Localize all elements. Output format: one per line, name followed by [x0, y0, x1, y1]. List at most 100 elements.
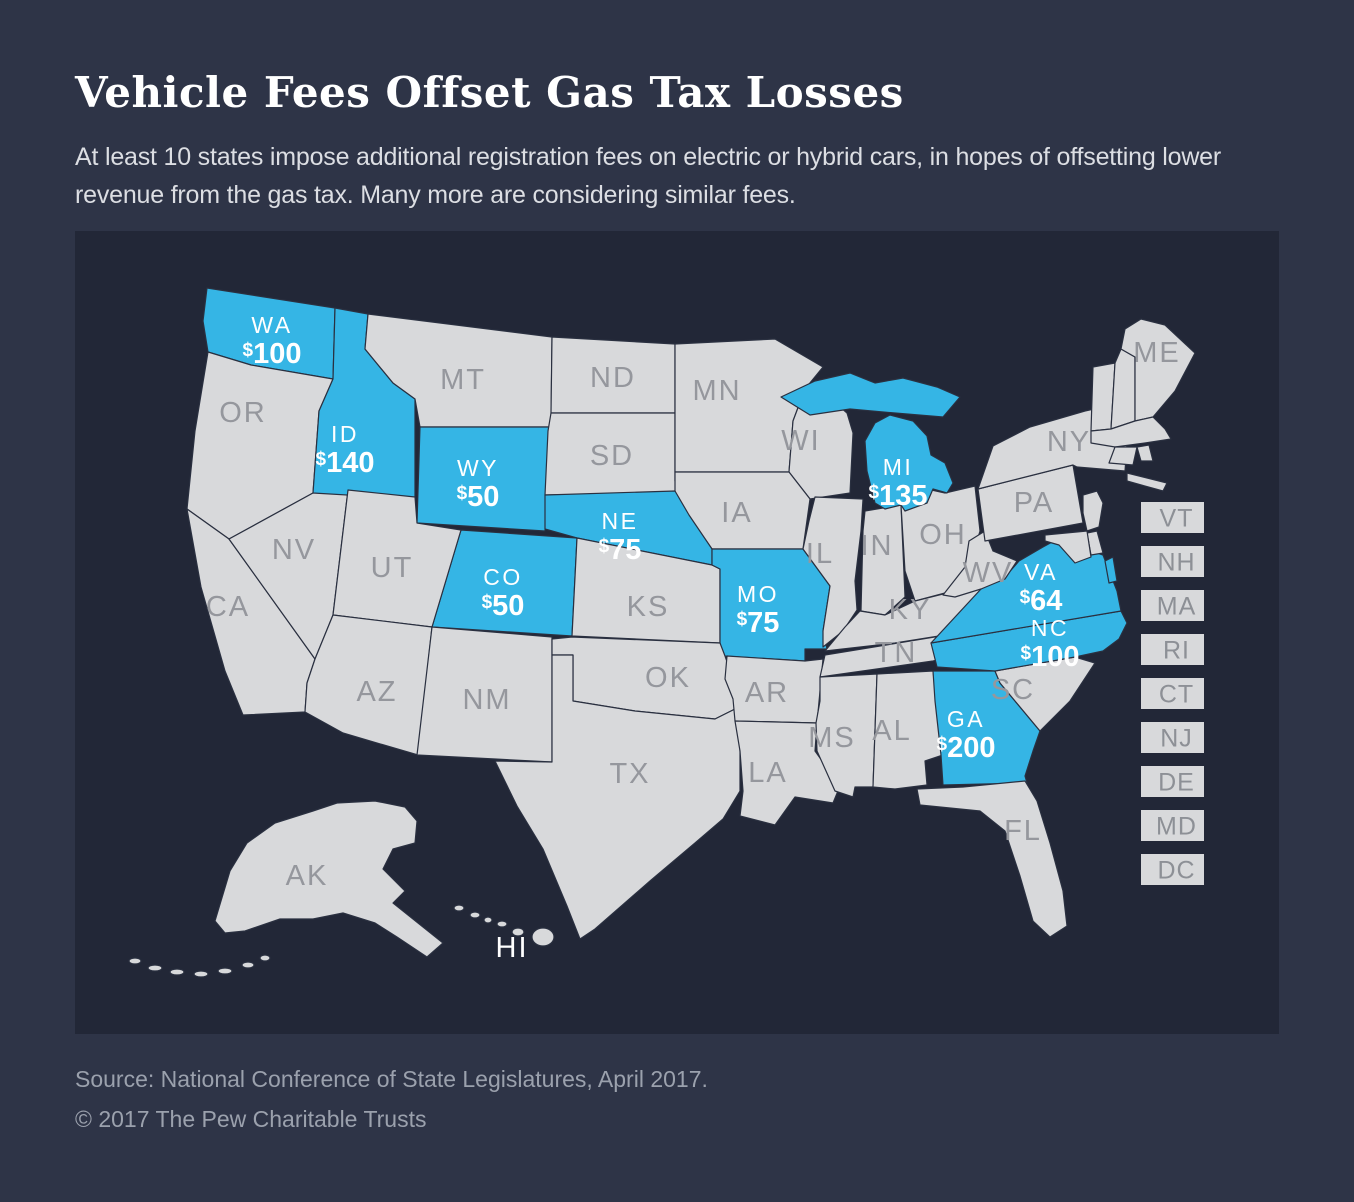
state-label-ms: MS [808, 722, 856, 754]
state-label-fl: FL [1004, 815, 1042, 847]
side-state-label-dc: DC [1157, 857, 1195, 885]
state-label-nd: ND [590, 362, 636, 394]
fee-state-label-mi: MI [883, 454, 914, 480]
fee-amount-co: $50 [482, 590, 525, 622]
fee-amount-wy: $50 [457, 481, 500, 513]
fee-state-label-ne: NE [602, 508, 639, 534]
state-label-al: AL [872, 715, 911, 747]
fee-state-label-wa: WA [251, 312, 292, 338]
state-shape-ma [1090, 416, 1172, 448]
state-label-wv: WV [963, 557, 1014, 589]
fee-amount-mo: $75 [737, 607, 780, 639]
state-label-sc: SC [991, 674, 1035, 706]
state-shape-md [1044, 530, 1092, 564]
island-1 [147, 964, 163, 972]
island-11 [511, 927, 525, 937]
side-state-box-ri [1141, 634, 1204, 665]
state-shape-li [1126, 472, 1168, 492]
state-shape-mi2 [864, 414, 954, 512]
state-label-la: LA [748, 757, 787, 789]
side-state-box-de [1141, 766, 1204, 797]
island-2 [169, 968, 185, 976]
copyright-note: © 2017 The Pew Charitable Trusts [75, 1106, 427, 1132]
state-shape-la [734, 720, 841, 826]
side-state-label-nh: NH [1157, 549, 1195, 577]
side-state-box-vt [1141, 502, 1204, 533]
fee-state-label-co: CO [483, 564, 523, 590]
state-label-ar: AR [745, 677, 789, 709]
fee-amount-nc: $100 [1021, 641, 1080, 673]
state-shape-nj [1082, 490, 1104, 532]
island-8 [469, 911, 481, 919]
fee-state-label-wy: WY [457, 455, 499, 481]
state-label-ks: KS [627, 591, 670, 623]
side-state-box-md [1141, 810, 1204, 841]
island-10 [496, 920, 508, 928]
island-4 [217, 967, 233, 975]
side-state-label-de: DE [1158, 769, 1195, 797]
state-shape-nm [416, 626, 553, 763]
fee-amount-wa: $100 [243, 338, 302, 370]
fee-amount-ne: $75 [599, 534, 642, 566]
state-shape-tx [494, 654, 741, 940]
fee-amount-id: $140 [316, 447, 375, 479]
side-state-box-dc [1141, 854, 1204, 885]
state-shape-sc [994, 656, 1096, 732]
state-label-wi: WI [781, 425, 820, 457]
state-label-sd: SD [590, 440, 634, 472]
state-shape-nh [1110, 348, 1136, 430]
state-label-tn: TN [875, 637, 918, 669]
state-label-ia: IA [721, 497, 752, 529]
state-label-mt: MT [440, 364, 486, 396]
side-state-label-nj: NJ [1160, 725, 1193, 753]
fee-amount-ga: $200 [937, 732, 996, 764]
fee-state-label-mo: MO [737, 581, 779, 607]
state-shape-ak [214, 800, 444, 958]
state-label-hi: HI [496, 932, 529, 964]
state-label-ky: KY [889, 594, 932, 626]
side-state-label-md: MD [1156, 813, 1197, 841]
side-state-box-nj [1141, 722, 1204, 753]
state-label-il: IL [806, 538, 834, 570]
fee-state-label-nc: NC [1031, 615, 1069, 641]
fee-state-label-va: VA [1024, 559, 1058, 585]
side-state-box-nh [1141, 546, 1204, 577]
state-label-ak: AK [286, 860, 329, 892]
state-shape-va2 [1104, 556, 1118, 584]
state-label-nm: NM [462, 684, 511, 716]
state-label-ut: UT [371, 552, 414, 584]
page-title: Vehicle Fees Offset Gas Tax Losses [75, 68, 904, 117]
island-0 [128, 957, 142, 965]
state-shape-wv [942, 530, 1018, 598]
us-map: OR CA NV UT AZ MT ND SD KS NM OK TX MN IA AR LA WI IL IN OH… [128, 287, 1204, 978]
state-label-mn: MN [692, 375, 741, 407]
state-label-in: IN [861, 530, 894, 562]
island-12 [531, 927, 555, 947]
state-label-or: OR [219, 397, 267, 429]
state-label-oh: OH [919, 519, 967, 551]
side-state-label-ct: CT [1159, 681, 1194, 709]
island-9 [483, 916, 493, 924]
side-state-label-ri: RI [1163, 637, 1190, 665]
state-label-me: ME [1133, 337, 1181, 369]
state-shape-wy [416, 426, 552, 532]
state-label-ny: NY [1047, 426, 1091, 458]
state-label-ok: OK [645, 662, 691, 694]
side-state-label-vt: VT [1160, 505, 1194, 533]
island-6 [259, 954, 271, 962]
state-shape-nc [930, 610, 1128, 672]
fee-amount-va: $64 [1020, 585, 1063, 617]
source-note: Source: National Conference of State Leg… [75, 1066, 708, 1092]
state-label-tx: TX [609, 758, 650, 790]
state-shape-ri [1136, 444, 1154, 462]
state-label-pa: PA [1014, 487, 1055, 519]
subtitle: At least 10 states impose additional reg… [75, 143, 1222, 209]
map-panel: OR CA NV UT AZ MT ND SD KS NM OK TX MN IA AR LA WI IL IN OH… [75, 231, 1279, 1034]
state-shape-ct [1108, 446, 1138, 466]
side-state-box-ct [1141, 678, 1204, 709]
state-label-ca: CA [206, 591, 250, 623]
side-state-box-ma [1141, 590, 1204, 621]
state-shape-me [1120, 318, 1196, 422]
fee-amount-mi: $135 [869, 480, 928, 512]
